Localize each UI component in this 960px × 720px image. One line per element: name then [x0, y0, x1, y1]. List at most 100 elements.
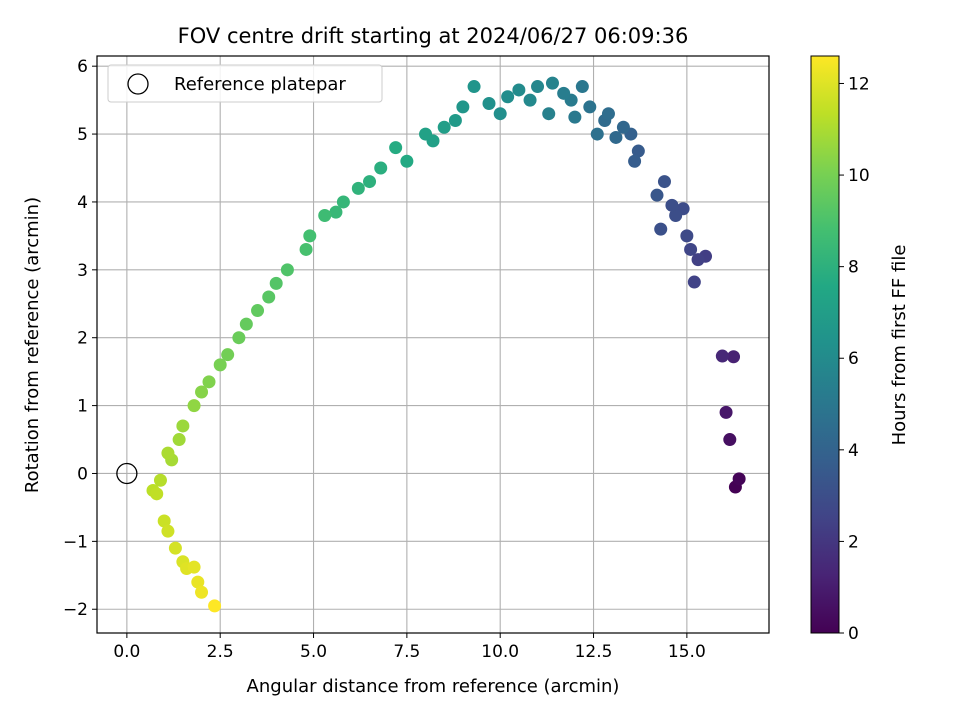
- data-point: [280, 263, 294, 277]
- x-tick-label: 0.0: [113, 642, 140, 662]
- legend: Reference platepar: [107, 64, 383, 103]
- data-point: [208, 599, 222, 613]
- data-point: [172, 433, 186, 447]
- data-point: [374, 161, 388, 175]
- colorbar-tick-label: 4: [848, 441, 859, 461]
- data-point: [723, 433, 737, 447]
- data-point: [232, 331, 246, 345]
- data-point: [389, 141, 403, 155]
- colorbar-label: Hours from first FF file: [889, 245, 910, 446]
- data-point: [523, 93, 537, 107]
- data-point: [657, 175, 671, 189]
- reference-marker: [116, 462, 138, 485]
- y-tick-label: 5: [77, 125, 88, 145]
- x-axis-label: Angular distance from reference (arcmin): [247, 676, 620, 697]
- colorbar-tick-label: 0: [848, 624, 859, 644]
- colorbar-ticks: 0 2 4 6 8 10 12: [839, 74, 870, 644]
- data-point: [448, 113, 462, 127]
- y-tick-label: −2: [63, 600, 88, 620]
- y-tick-label: −1: [63, 532, 88, 552]
- data-point: [545, 76, 559, 90]
- y-tick-label: 6: [77, 57, 88, 77]
- data-point: [400, 154, 414, 168]
- data-point: [299, 242, 313, 256]
- x-tick-label: 7.5: [393, 642, 420, 662]
- data-points: [146, 76, 746, 613]
- data-point: [251, 304, 265, 318]
- colorbar-tick-label: 6: [848, 349, 859, 369]
- y-tick-label: 1: [77, 397, 88, 417]
- y-axis-label: Rotation from reference (arcmin): [22, 197, 43, 493]
- data-point: [732, 472, 746, 486]
- data-point: [684, 242, 698, 256]
- legend-marker: [127, 73, 149, 95]
- data-point: [176, 419, 190, 433]
- data-point: [161, 524, 175, 538]
- data-point: [262, 290, 276, 304]
- data-point: [269, 276, 283, 290]
- data-point: [467, 80, 481, 94]
- data-point: [202, 375, 216, 389]
- data-point: [150, 487, 164, 501]
- reference-point: [116, 462, 138, 485]
- data-point: [195, 385, 209, 399]
- y-tick-label: 2: [77, 329, 88, 349]
- data-point: [542, 107, 556, 121]
- data-point: [157, 514, 171, 528]
- data-point: [631, 144, 645, 158]
- data-point: [239, 317, 253, 331]
- data-point: [575, 80, 589, 94]
- data-point: [665, 198, 679, 212]
- data-point: [419, 127, 433, 141]
- colorbar-tick-label: 12: [848, 74, 870, 94]
- data-point: [628, 154, 642, 168]
- data-point: [168, 541, 182, 555]
- data-point: [221, 348, 235, 362]
- plot-frame: [97, 56, 769, 633]
- data-point: [654, 222, 668, 236]
- data-point: [715, 349, 729, 363]
- data-point: [351, 181, 365, 195]
- x-tick-label: 15.0: [668, 642, 706, 662]
- y-axis-ticks: −2 −1 0 1 2 3 4 5 6: [63, 57, 97, 620]
- data-point: [153, 473, 167, 487]
- data-point: [161, 446, 175, 460]
- data-point: [650, 188, 664, 202]
- data-point: [363, 175, 377, 189]
- data-point: [669, 209, 683, 223]
- data-point: [482, 97, 496, 111]
- grid-lines: [97, 56, 769, 633]
- colorbar: 0 2 4 6 8 10 12 Hours from first FF file: [810, 55, 910, 644]
- data-point: [493, 107, 507, 121]
- data-point: [187, 560, 201, 574]
- data-point: [303, 229, 317, 243]
- data-point: [329, 205, 343, 219]
- y-tick-label: 4: [77, 193, 88, 213]
- x-tick-label: 12.5: [575, 642, 613, 662]
- data-point: [512, 83, 526, 97]
- data-point: [609, 130, 623, 144]
- data-point: [531, 80, 545, 94]
- data-point: [318, 209, 332, 223]
- data-point: [501, 90, 515, 104]
- data-point: [590, 127, 604, 141]
- data-point: [601, 107, 615, 121]
- data-point: [213, 358, 227, 372]
- data-point: [719, 405, 733, 419]
- chart-title: FOV centre drift starting at 2024/06/27 …: [178, 24, 689, 48]
- data-point: [456, 100, 470, 114]
- colorbar-tick-label: 8: [848, 258, 859, 278]
- data-point: [336, 195, 350, 209]
- colorbar-gradient: [810, 55, 840, 634]
- x-axis-ticks: 0.0 2.5 5.0 7.5 10.0 12.5 15.0: [113, 633, 706, 662]
- data-point: [437, 120, 451, 134]
- x-tick-label: 10.0: [481, 642, 519, 662]
- legend-box: [107, 64, 383, 103]
- plot-border: [96, 55, 770, 634]
- data-point: [691, 253, 705, 267]
- data-point: [568, 110, 582, 124]
- y-tick-label: 0: [77, 464, 88, 484]
- colorbar-tick-label: 2: [848, 532, 859, 552]
- y-tick-label: 3: [77, 261, 88, 281]
